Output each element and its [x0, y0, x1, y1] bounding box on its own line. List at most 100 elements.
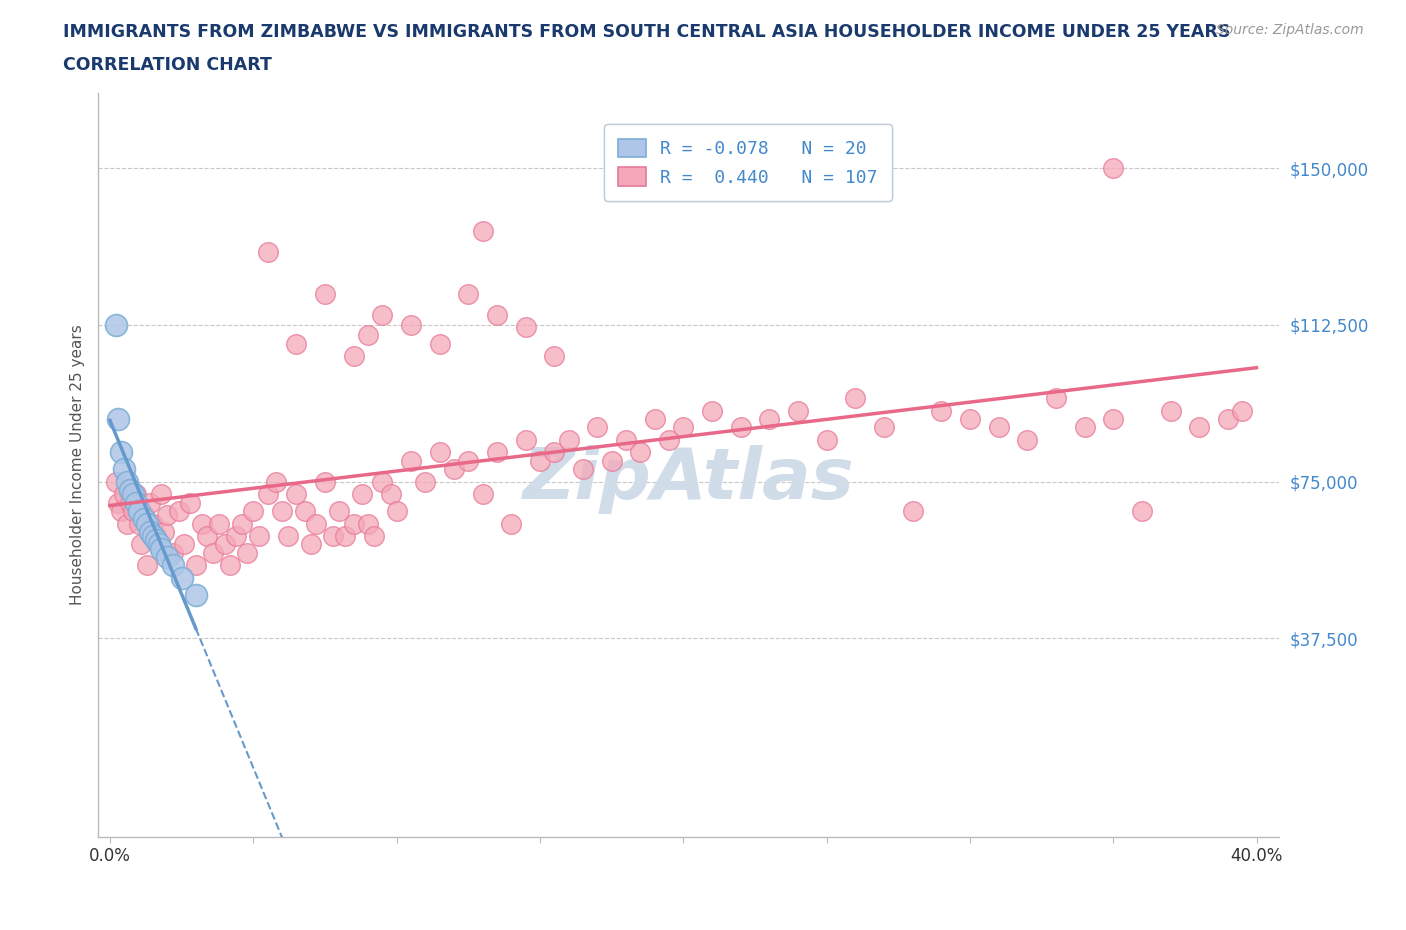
- Point: [264, 474, 287, 489]
- Point: [231, 516, 253, 531]
- Point: [256, 245, 278, 259]
- Point: [342, 516, 364, 531]
- Point: [305, 516, 328, 531]
- Text: ZipAtlas: ZipAtlas: [523, 445, 855, 514]
- Point: [987, 420, 1010, 435]
- Point: [167, 503, 190, 518]
- Point: [104, 474, 127, 489]
- Point: [179, 495, 201, 510]
- Point: [322, 528, 344, 543]
- Point: [529, 454, 551, 469]
- Point: [515, 432, 537, 447]
- Point: [150, 486, 173, 501]
- Point: [342, 349, 364, 364]
- Point: [557, 432, 579, 447]
- Point: [139, 495, 162, 510]
- Point: [184, 587, 207, 602]
- Point: [214, 537, 236, 551]
- Point: [429, 445, 451, 460]
- Point: [399, 454, 422, 469]
- Point: [131, 537, 153, 551]
- Point: [515, 320, 537, 335]
- Text: CORRELATION CHART: CORRELATION CHART: [63, 56, 273, 73]
- Point: [758, 412, 780, 427]
- Point: [1102, 161, 1125, 176]
- Point: [600, 454, 623, 469]
- Point: [1160, 404, 1182, 418]
- Point: [543, 349, 565, 364]
- Point: [700, 404, 723, 418]
- Point: [658, 432, 681, 447]
- Point: [1130, 503, 1153, 518]
- Point: [644, 412, 666, 427]
- Point: [162, 558, 184, 573]
- Point: [1188, 420, 1211, 435]
- Point: [873, 420, 896, 435]
- Point: [202, 545, 225, 560]
- Point: [299, 537, 322, 551]
- Point: [156, 550, 179, 565]
- Point: [125, 486, 148, 501]
- Point: [110, 445, 132, 460]
- Point: [1230, 404, 1253, 418]
- Point: [294, 503, 316, 518]
- Point: [128, 503, 150, 518]
- Point: [190, 516, 212, 531]
- Point: [471, 223, 494, 238]
- Point: [104, 317, 127, 332]
- Point: [786, 404, 808, 418]
- Point: [457, 454, 479, 469]
- Point: [184, 558, 207, 573]
- Point: [142, 516, 165, 531]
- Point: [429, 337, 451, 352]
- Point: [153, 525, 176, 539]
- Point: [457, 286, 479, 301]
- Point: [485, 445, 508, 460]
- Point: [672, 420, 695, 435]
- Point: [399, 317, 422, 332]
- Point: [115, 474, 138, 489]
- Point: [357, 328, 380, 343]
- Point: [162, 545, 184, 560]
- Point: [543, 445, 565, 460]
- Text: IMMIGRANTS FROM ZIMBABWE VS IMMIGRANTS FROM SOUTH CENTRAL ASIA HOUSEHOLDER INCOM: IMMIGRANTS FROM ZIMBABWE VS IMMIGRANTS F…: [63, 23, 1230, 41]
- Point: [357, 516, 380, 531]
- Point: [844, 391, 866, 405]
- Point: [471, 486, 494, 501]
- Point: [110, 503, 132, 518]
- Point: [150, 541, 173, 556]
- Point: [195, 528, 218, 543]
- Point: [901, 503, 924, 518]
- Text: Source: ZipAtlas.com: Source: ZipAtlas.com: [1216, 23, 1364, 37]
- Point: [277, 528, 299, 543]
- Point: [1017, 432, 1039, 447]
- Point: [628, 445, 651, 460]
- Point: [363, 528, 385, 543]
- Point: [148, 537, 170, 551]
- Point: [614, 432, 637, 447]
- Point: [112, 461, 135, 476]
- Point: [148, 537, 170, 551]
- Point: [170, 570, 193, 585]
- Point: [385, 503, 408, 518]
- Point: [242, 503, 264, 518]
- Point: [128, 516, 150, 531]
- Point: [145, 533, 167, 548]
- Point: [225, 528, 247, 543]
- Point: [136, 558, 159, 573]
- Point: [173, 537, 195, 551]
- Point: [142, 528, 165, 543]
- Legend: R = -0.078   N = 20, R =  0.440   N = 107: R = -0.078 N = 20, R = 0.440 N = 107: [605, 125, 891, 201]
- Point: [485, 307, 508, 322]
- Point: [112, 486, 135, 501]
- Point: [270, 503, 292, 518]
- Point: [285, 486, 308, 501]
- Point: [136, 516, 159, 531]
- Point: [413, 474, 436, 489]
- Point: [443, 461, 465, 476]
- Point: [352, 486, 374, 501]
- Point: [247, 528, 270, 543]
- Point: [1073, 420, 1095, 435]
- Point: [107, 495, 129, 510]
- Point: [572, 461, 595, 476]
